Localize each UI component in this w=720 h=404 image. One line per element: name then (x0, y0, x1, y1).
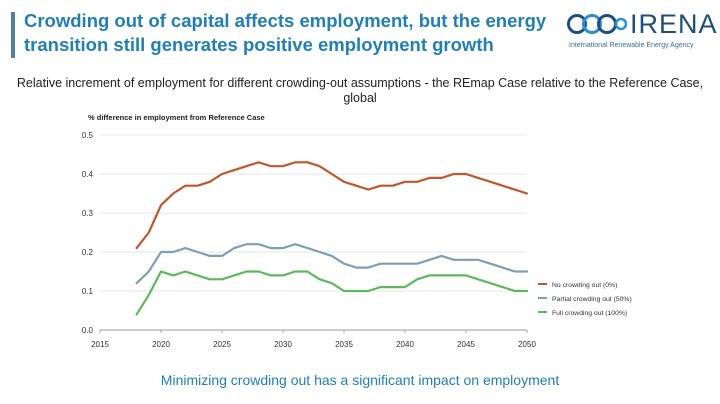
x-tick-label: 2045 (457, 340, 475, 349)
x-tick-label: 2035 (335, 340, 353, 349)
logo-tagline: International Renewable Energy Agency (569, 42, 694, 49)
legend-entry: Full crowding out (100%) (552, 310, 627, 317)
y-tick-label: 0.0 (82, 326, 94, 335)
y-axis-label: % difference in employment from Referenc… (88, 113, 265, 122)
y-tick-label: 0.5 (82, 131, 94, 140)
series-line-no-crowding (135, 161, 529, 250)
slide-title-line1: Crowding out of capital affects employme… (24, 10, 547, 31)
x-tick-label: 2015 (91, 340, 109, 349)
logo-wordmark: IRENA (630, 9, 718, 39)
x-tick-label: 2050 (518, 340, 536, 349)
y-tick-label: 0.2 (82, 248, 94, 257)
slide-title-line2: transition still generates positive empl… (24, 34, 494, 55)
legend-entry: No crowding out (0%) (552, 282, 617, 289)
irena-rings-icon (567, 14, 628, 34)
series-line-full-crowding (135, 270, 529, 316)
chart-title: Relative increment of employment for dif… (16, 76, 704, 105)
y-tick-label: 0.4 (82, 170, 94, 179)
x-tick-label: 2025 (213, 340, 231, 349)
footer-caption: Minimizing crowding out has a significan… (160, 372, 560, 388)
x-tick-label: 2040 (396, 340, 414, 349)
y-tick-label: 0.1 (82, 287, 94, 296)
series-line-partial-crowding (135, 243, 529, 285)
x-tick-label: 2020 (152, 340, 170, 349)
x-tick-label: 2030 (274, 340, 292, 349)
title-accent-bar (11, 12, 15, 58)
slide-title: Crowding out of capital affects employme… (24, 9, 584, 57)
legend-entry: Partial crowding out (50%) (552, 296, 632, 303)
y-tick-label: 0.3 (82, 209, 94, 218)
irena-logo: IRENA International Renewable Energy Age… (566, 8, 718, 54)
